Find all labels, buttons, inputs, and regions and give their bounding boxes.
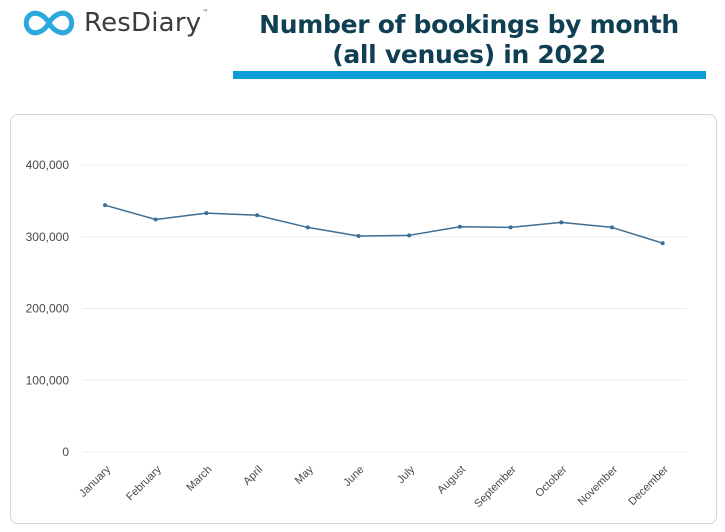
page-title: Number of bookings by month (all venues)… — [233, 10, 705, 70]
y-tick-label: 400,000 — [26, 158, 70, 172]
x-tick-label: May — [293, 463, 317, 487]
brand-name: ResDiary — [84, 8, 202, 38]
x-tick-label: March — [184, 464, 214, 494]
data-point — [407, 233, 412, 238]
chart-panel: 0 100,000 200,000 300,000 400,000 January Feb… — [10, 114, 717, 524]
x-tick-label: April — [241, 464, 265, 488]
x-tick-label: January — [77, 463, 114, 500]
x-tick-label: December — [626, 463, 671, 508]
data-point — [153, 217, 158, 222]
y-axis-ticks: 0 100,000 200,000 300,000 400,000 — [26, 158, 70, 459]
resdiary-loop-icon — [23, 10, 75, 36]
series — [103, 203, 665, 246]
y-tick-label: 200,000 — [26, 302, 70, 316]
line-chart: 0 100,000 200,000 300,000 400,000 January Feb… — [26, 158, 687, 510]
data-point — [255, 213, 260, 218]
x-tick-label: August — [435, 464, 468, 497]
title-line-2: (all venues) in 2022 — [332, 40, 606, 69]
y-tick-label: 300,000 — [26, 230, 70, 244]
x-tick-label: October — [533, 463, 569, 499]
data-point — [305, 225, 310, 230]
x-axis-ticks: January February March April May June July Augu… — [77, 463, 671, 510]
x-tick-label: September — [472, 463, 519, 510]
brand-logo: ResDiary ™ — [22, 6, 208, 40]
x-tick-label: June — [341, 464, 366, 489]
x-tick-label: July — [395, 463, 418, 486]
y-tick-label: 0 — [62, 445, 69, 459]
y-tick-label: 100,000 — [26, 373, 70, 387]
data-point — [559, 220, 564, 225]
x-tick-label: November — [576, 463, 621, 508]
data-point — [356, 234, 361, 239]
series-line — [104, 204, 663, 244]
title-accent-bar — [233, 71, 706, 79]
data-point — [660, 241, 665, 246]
grid-lines — [82, 164, 687, 453]
data-point — [508, 225, 513, 230]
x-tick-label: February — [124, 463, 164, 503]
data-point — [610, 225, 614, 230]
data-point — [204, 211, 209, 216]
brand-trademark: ™ — [202, 8, 209, 16]
data-point — [457, 224, 462, 229]
data-point — [103, 203, 107, 208]
title-line-1: Number of bookings by month — [259, 10, 679, 39]
